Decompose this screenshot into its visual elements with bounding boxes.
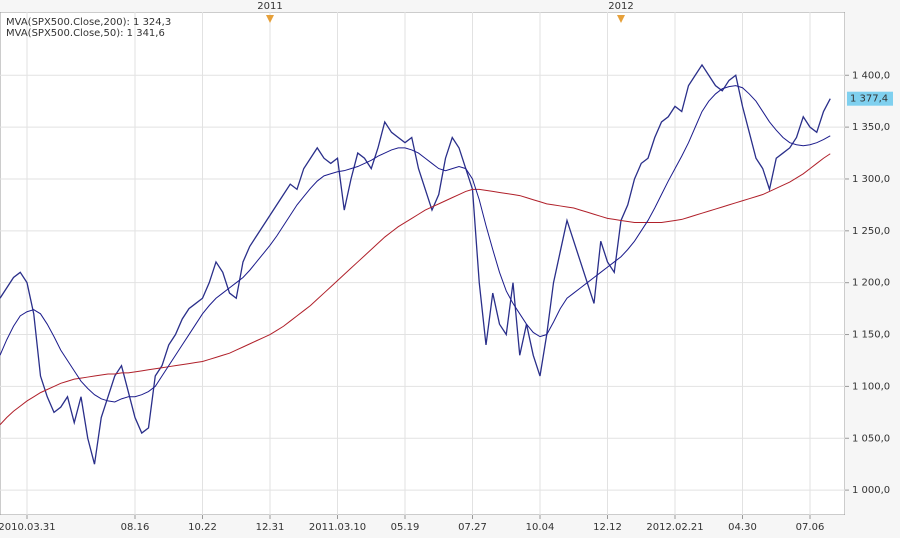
x-tick-label: 12.12: [593, 522, 622, 533]
x-tick-label: 2010.03.31: [0, 522, 56, 533]
y-tick-label: 1 050,0: [852, 433, 890, 444]
x-tick-label: 05.19: [391, 522, 420, 533]
y-tick-label: 1 300,0: [852, 174, 890, 185]
last-price-tag: [847, 91, 893, 106]
top-axis-panel: [0, 0, 845, 12]
x-tick-label: 2011.03.10: [309, 522, 366, 533]
year-marker: [617, 15, 625, 23]
x-tick-label: 08.16: [121, 522, 150, 533]
legend-entry: MVA(SPX500.Close,50): 1 341,6: [6, 28, 165, 39]
legend-entry: MVA(SPX500.Close,200): 1 324,3: [6, 17, 171, 28]
series-line: [0, 63, 831, 465]
x-tick-label: 07.06: [796, 522, 825, 533]
top-tick-label: 2011: [257, 1, 282, 12]
y-tick-label: 1 350,0: [852, 122, 890, 133]
series-line: [0, 153, 831, 426]
x-tick-label: 10.04: [526, 522, 555, 533]
y-tick-label: 1 150,0: [852, 330, 890, 341]
y-axis-panel: [845, 0, 900, 538]
y-tick-label: 1 250,0: [852, 226, 890, 237]
y-tick-label: 1 400,0: [852, 70, 890, 81]
series-line: [0, 85, 831, 403]
top-tick-label: 2012: [608, 1, 633, 12]
y-tick-label: 1 200,0: [852, 278, 890, 289]
y-tick-label: 1 100,0: [852, 381, 890, 392]
x-tick-label: 12.31: [256, 522, 285, 533]
x-tick-label: 04.30: [728, 522, 757, 533]
last-price-label: 1 377,4: [850, 94, 888, 105]
y-tick-label: 1 000,0: [852, 485, 890, 496]
x-tick-label: 2012.02.21: [646, 522, 703, 533]
x-tick-label: 10.22: [188, 522, 217, 533]
x-tick-label: 07.27: [458, 522, 487, 533]
x-axis-panel: [0, 515, 900, 538]
year-marker: [266, 15, 274, 23]
